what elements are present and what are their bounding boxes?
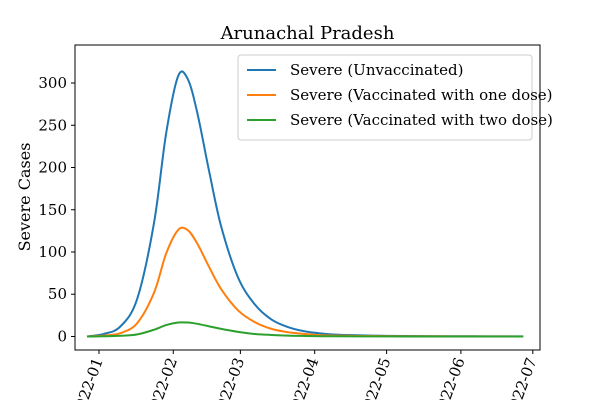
y-axis: 0 50 100 150 200 250 300 xyxy=(38,74,75,345)
y-tick-label: 100 xyxy=(38,243,67,261)
plot-frame xyxy=(74,44,541,351)
legend-label-2: Severe (Vaccinated with one dose) xyxy=(290,86,553,104)
y-axis-label: Severe Cases xyxy=(15,143,34,252)
x-axis: 2022-01 2022-02 2022-03 2022-04 2022-05 2022-… xyxy=(69,350,541,400)
x-tick-label: 2022-02 xyxy=(143,355,181,400)
y-tick-label: 50 xyxy=(48,285,67,303)
series-line-3 xyxy=(86,321,524,338)
legend: Severe (Unvaccinated) Severe (Vaccinated … xyxy=(237,54,553,141)
legend-label-3: Severe (Vaccinated with two dose) xyxy=(290,111,553,129)
y-tick-label: 150 xyxy=(38,201,67,219)
x-tick-label: 2022-01 xyxy=(69,355,107,400)
x-tick-label: 2022-05 xyxy=(356,355,394,400)
x-tick-label: 2022-06 xyxy=(430,355,468,400)
chart-title: Arunachal Pradesh xyxy=(220,23,395,44)
y-tick-label: 300 xyxy=(38,74,67,92)
x-tick-label: 2022-03 xyxy=(210,355,248,400)
y-tick-label: 0 xyxy=(57,327,67,345)
x-tick-label: 2022-07 xyxy=(502,355,540,400)
x-tick-label: 2022-04 xyxy=(284,355,322,400)
series-line-2 xyxy=(86,226,524,338)
legend-label-1: Severe (Unvaccinated) xyxy=(290,61,463,79)
legend-box xyxy=(237,54,533,141)
plot-lines xyxy=(86,70,524,338)
y-tick-label: 200 xyxy=(38,159,67,177)
y-tick-label: 250 xyxy=(38,116,67,134)
